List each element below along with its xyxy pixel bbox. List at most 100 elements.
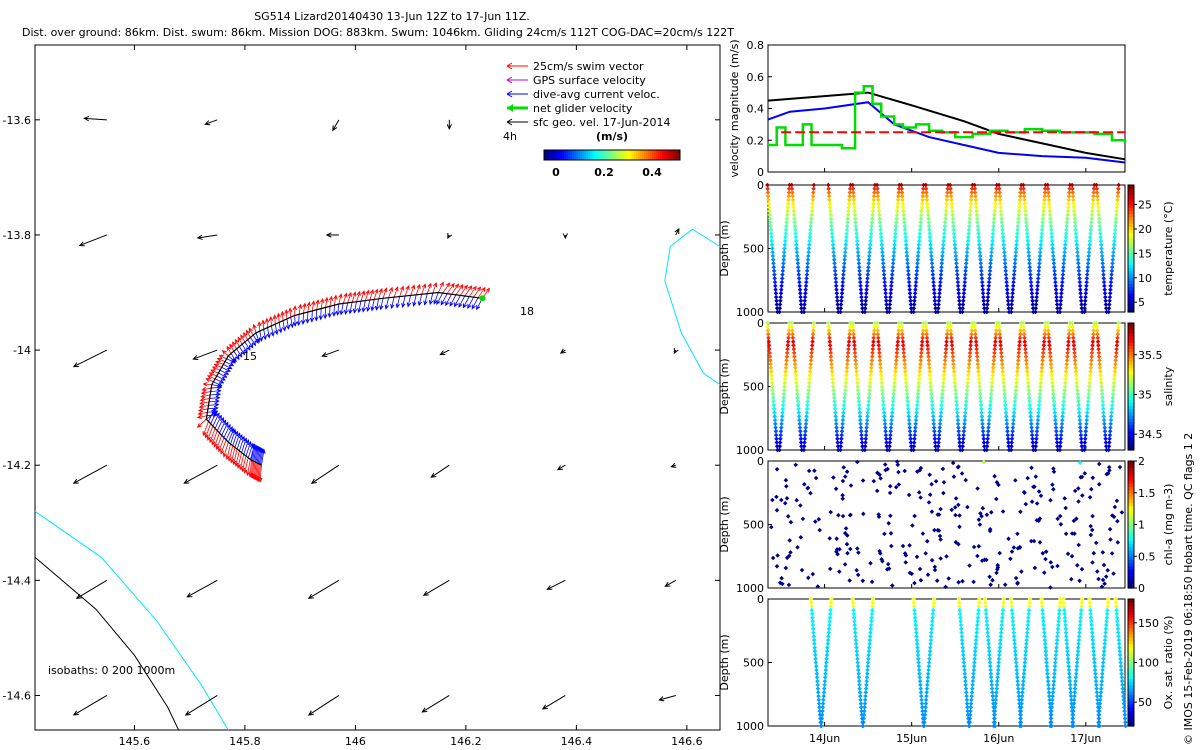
temp-panel-sample <box>928 249 934 255</box>
temp-panel-sample <box>913 279 919 285</box>
temp-panel-sample <box>980 283 985 289</box>
swim-vector <box>311 301 315 312</box>
temp-panel-sample <box>1114 205 1120 210</box>
sal-panel-sample <box>1084 421 1089 427</box>
oxy-panel-sample <box>977 596 982 602</box>
oxy-panel-sample <box>1049 701 1055 706</box>
sal-panel-sample <box>811 320 817 326</box>
temp-panel-sample <box>854 238 860 244</box>
sal-panel-colorbar-cell <box>1128 386 1134 391</box>
chl-panel-sample <box>990 577 995 583</box>
oxy-panel-sample <box>851 615 857 620</box>
oxy-panel-sample <box>1094 693 1100 699</box>
chl-panel-colorbar-tick-label: 0.5 <box>1138 550 1156 563</box>
chl-panel-sample <box>1087 495 1093 500</box>
oxy-panel-sample <box>915 645 920 650</box>
temp-panel-sample <box>973 193 978 199</box>
sal-panel-sample <box>905 406 911 412</box>
temp-panel-sample <box>1049 238 1055 244</box>
sal-panel-sample <box>1026 395 1032 400</box>
chl-panel-sample <box>896 469 901 475</box>
oxy-panel-colorbar-cell <box>1128 608 1134 613</box>
temp-panel-sample <box>826 193 832 199</box>
oxy-panel-sample <box>1070 720 1075 725</box>
sal-panel-colorbar-cell <box>1128 332 1134 337</box>
oxy-panel-sample <box>1026 607 1032 613</box>
sal-panel-sample <box>1027 399 1032 404</box>
swim-vector-head <box>445 282 451 288</box>
sal-panel-sample <box>1111 384 1116 389</box>
sal-panel-sample <box>948 328 954 333</box>
swim-vector-head <box>243 468 248 474</box>
oxy-panel-sample <box>1099 678 1105 684</box>
dac-vector-head <box>300 319 306 325</box>
chl-panel-sample <box>890 583 895 588</box>
oxy-panel-sample <box>822 678 828 684</box>
sal-panel-sample <box>912 429 918 434</box>
swim-vector <box>226 346 232 354</box>
sal-panel-sample <box>941 380 946 386</box>
swim-vector <box>239 454 245 470</box>
temp-panel-sample <box>1098 238 1104 244</box>
sal-panel-sample <box>1053 417 1058 423</box>
sal-panel-sample <box>1098 373 1103 378</box>
dac-vector-head <box>222 373 228 378</box>
temp-panel-sample <box>876 205 882 210</box>
temp-panel-sample <box>1094 186 1100 191</box>
sal-panel-sample <box>858 425 864 430</box>
oxy-panel-sample <box>1098 686 1104 691</box>
chl-panel-colorbar-cell <box>1128 502 1134 507</box>
oxy-panel-sample <box>816 701 822 706</box>
temp-panel-sample <box>932 298 938 304</box>
temp-panel-sample <box>941 242 946 248</box>
sfc-velocity-arrowhead <box>192 355 199 361</box>
oxy-panel-sample <box>812 641 817 647</box>
temp-panel-sample <box>963 268 968 274</box>
temp-panel-sample <box>896 193 901 199</box>
chl-panel-sample <box>894 459 900 464</box>
temp-panel-sample <box>952 235 957 240</box>
chl-panel-sample <box>1031 484 1036 490</box>
sal-panel-sample <box>1088 369 1093 374</box>
sal-panel-sample <box>1112 365 1118 371</box>
temp-panel-sample <box>1100 261 1105 266</box>
temp-panel-sample <box>955 283 961 289</box>
sfc-velocity-arrowhead <box>541 704 548 710</box>
temp-panel-sample <box>780 264 786 270</box>
oxy-panel-sample <box>1063 622 1068 628</box>
temp-panel-sample <box>991 223 996 229</box>
sal-panel-sample <box>944 343 949 348</box>
dac-vector <box>216 417 224 431</box>
oxy-panel-sample <box>1047 693 1052 699</box>
sal-panel-sample <box>1026 384 1031 389</box>
sal-panel-sample <box>938 417 943 423</box>
temp-panel-sample <box>794 242 799 248</box>
chl-panel-sample <box>1015 531 1020 537</box>
sal-panel-sample <box>942 361 948 367</box>
temp-panel-sample <box>1048 223 1054 229</box>
sal-panel-sample <box>893 365 898 371</box>
temp-panel-sample <box>878 227 883 233</box>
oxy-panel-sample <box>823 663 829 669</box>
chl-panel-colorbar-cell <box>1128 543 1134 548</box>
oxy-panel-sample <box>1039 596 1044 602</box>
temp-panel-sample <box>876 201 881 206</box>
map-y-tick-label: -14.2 <box>3 459 31 472</box>
temp-panel-sample <box>955 279 961 285</box>
dac-vector-head <box>379 305 384 311</box>
temp-panel-sample <box>911 309 916 315</box>
sal-panel-sample <box>913 425 918 430</box>
sal-panel-sample <box>975 365 981 371</box>
sal-panel-sample <box>864 417 870 423</box>
temp-panel-sample <box>918 220 923 225</box>
chl-panel-sample <box>842 474 848 479</box>
oxy-panel-sample <box>1088 611 1093 617</box>
sal-panel-sample <box>894 358 899 363</box>
sfc-velocity-arrow <box>193 349 218 360</box>
temp-panel-sample <box>1091 193 1096 199</box>
sal-panel-sample <box>843 380 849 386</box>
oxy-panel-sample <box>827 615 833 620</box>
oxy-panel-sample <box>852 622 857 628</box>
temp-panel-sample <box>866 264 871 270</box>
sfc-velocity-arrow <box>440 349 450 356</box>
